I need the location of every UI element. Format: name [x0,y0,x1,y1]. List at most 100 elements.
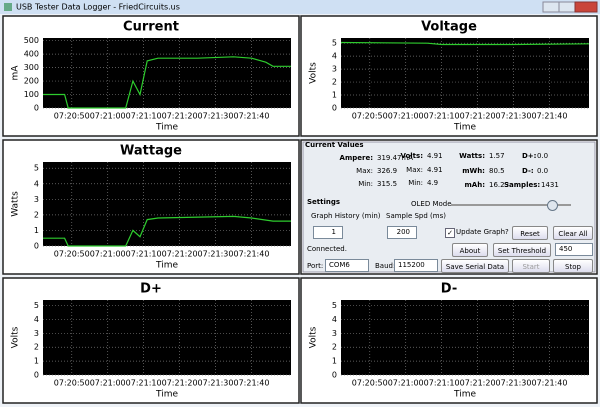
label: Max: [406,166,423,174]
x-tick-label: 07:21:30 [198,250,234,259]
x-tick-label: 07:21:40 [531,112,567,121]
button[interactable]: Set Threshold [493,243,551,257]
x-tick-label: 07:21:30 [198,112,234,121]
x-tick-label: 07:20:50 [54,112,90,121]
value: 0.0 [537,152,549,160]
y-tick-label: 100 [24,90,39,99]
button[interactable]: Stop [553,259,593,273]
value: 4.91 [427,166,443,174]
x-tick-label: 07:20:50 [54,379,90,388]
label: Samples: [504,181,541,189]
x-tick-label: 07:21:20 [460,379,496,388]
y-tick-label: 300 [24,63,39,72]
y-tick-label: 0 [332,371,337,380]
title-bar [0,0,600,14]
x-tick-label: 07:21:00 [90,112,126,121]
dropdown[interactable]: COM6 [325,259,369,272]
dropdown[interactable]: 115200 [394,259,438,272]
y-tick-label: 4 [34,179,39,188]
value: 0.0 [537,167,549,175]
value: 1431 [541,181,559,189]
x-tick-label: 07:21:00 [90,379,126,388]
close-button[interactable] [574,1,598,13]
x-axis-label: Time [155,123,178,133]
slider-knob[interactable] [547,200,558,211]
x-axis-label: Time [453,123,476,133]
y-tick-label: 4 [332,52,337,61]
button[interactable]: Reset [512,226,548,240]
value: 80.5 [489,167,505,175]
chart-title: D+ [140,282,162,297]
y-tick-label: 4 [34,315,39,324]
x-axis-label: Time [155,390,178,400]
spinner-input[interactable]: 1 [313,226,343,239]
x-tick-label: 07:20:50 [352,112,388,121]
section-title: Settings [307,198,341,206]
button[interactable]: Save Serial Data [441,259,509,273]
y-tick-label: 1 [34,226,39,235]
label: Min: [358,180,373,188]
plot-area [341,300,589,375]
y-tick-label: 3 [34,329,39,338]
value: 16.23 [489,181,510,189]
label: OLED Mode [411,200,452,208]
data-line [340,41,590,46]
label: Watts: [459,152,485,160]
data-line [43,215,291,247]
x-tick-label: 07:21:00 [388,112,424,121]
y-tick-label: 0 [34,242,39,251]
label: Ampere: [339,154,373,162]
label: Baud: [375,262,396,270]
data-line [43,56,291,109]
spinner-input[interactable]: 200 [387,226,417,239]
value: 326.9 [377,167,398,175]
minimize-button[interactable] [542,1,560,13]
slider-track[interactable] [451,204,571,206]
y-tick-label: 5 [332,39,337,48]
x-tick-label: 07:21:10 [126,112,162,121]
label: D-: [522,167,534,175]
label: D+: [522,152,537,160]
button[interactable]: About [452,243,488,257]
y-tick-label: 2 [34,210,39,219]
label: Port: [307,262,324,270]
plot-area [43,38,291,108]
y-tick-label: 1 [332,357,337,366]
checkbox[interactable]: ✓ [445,228,455,238]
y-tick-label: 5 [332,301,337,310]
chart-title: D- [441,282,457,297]
text-input[interactable]: 450 [555,243,593,256]
y-axis-label: Volts [309,326,319,348]
x-tick-label: 07:21:40 [233,250,269,259]
x-tick-label: 07:20:50 [54,250,90,259]
x-tick-label: 07:21:20 [162,112,198,121]
x-tick-label: 07:21:40 [233,112,269,121]
x-tick-label: 07:21:20 [162,379,198,388]
y-tick-label: 0 [34,104,39,113]
y-axis-label: Volts [11,326,21,348]
x-tick-label: 07:20:50 [352,379,388,388]
button[interactable]: Start [512,259,550,273]
label: Max: [356,167,373,175]
y-axis-label: Watts [11,191,21,217]
x-tick-label: 07:21:40 [531,379,567,388]
label: Sample Spd (ms) [386,212,446,220]
x-tick-label: 07:21:10 [424,379,460,388]
y-tick-label: 200 [24,77,39,86]
x-tick-label: 07:21:10 [126,250,162,259]
y-tick-label: 3 [332,329,337,338]
x-tick-label: 07:21:00 [388,379,424,388]
y-tick-label: 1 [332,91,337,100]
x-tick-label: 07:21:40 [233,379,269,388]
button[interactable]: Clear All [553,226,593,240]
maximize-button[interactable] [558,1,576,13]
control-panel: Current Values Ampere: 319.47mA Max: 326… [301,140,597,274]
plot-area [341,38,589,108]
y-tick-label: 0 [332,104,337,113]
value: 4.9 [427,179,439,187]
label: Graph History (min) [311,212,381,220]
y-tick-label: 500 [24,36,39,45]
window-title: USB Tester Data Logger - FriedCircuits.u… [16,3,180,12]
y-tick-label: 5 [34,164,39,173]
